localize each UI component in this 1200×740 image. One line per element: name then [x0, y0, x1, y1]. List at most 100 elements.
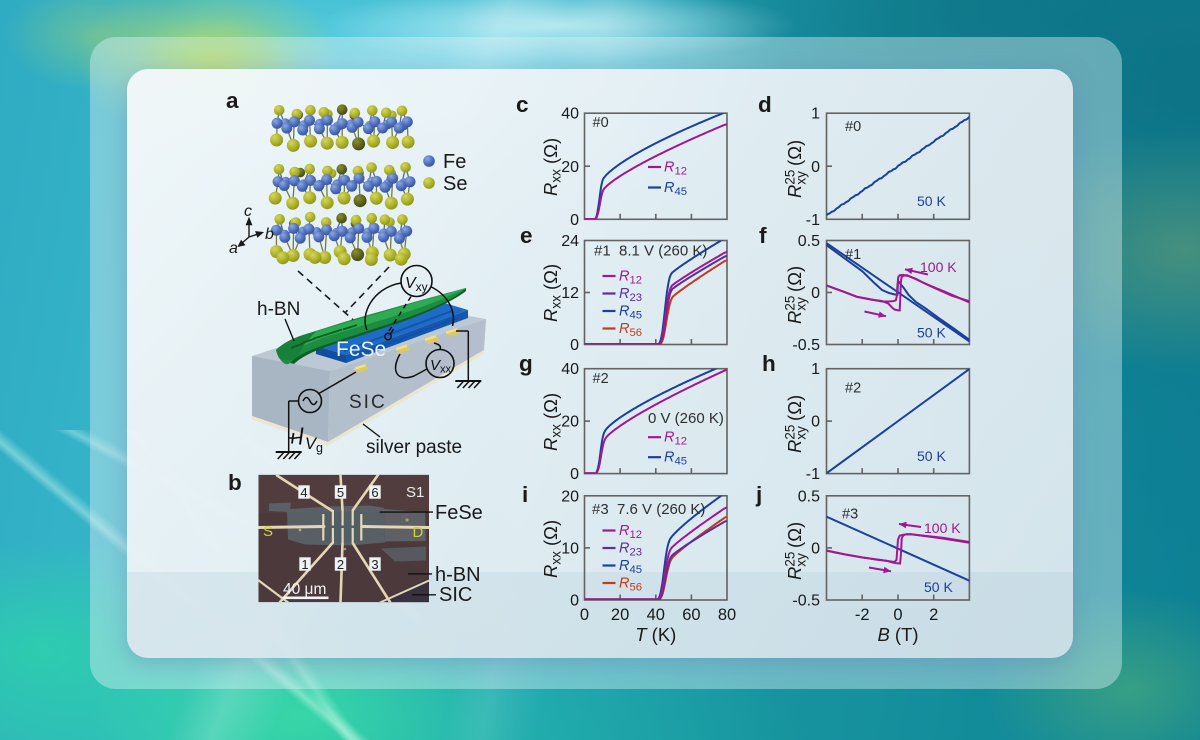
svg-text:50 K: 50 K	[917, 448, 946, 464]
svg-text:20: 20	[611, 606, 629, 624]
svg-text:j: j	[755, 482, 762, 507]
svg-text:50 K: 50 K	[917, 193, 946, 209]
svg-text:D: D	[413, 524, 424, 541]
svg-text:#0: #0	[845, 119, 861, 135]
svg-text:50 K: 50 K	[917, 325, 946, 341]
svg-text:b: b	[265, 226, 274, 243]
svg-text:R45: R45	[664, 450, 687, 468]
svg-text:g: g	[519, 351, 533, 376]
svg-text:#2: #2	[593, 371, 609, 387]
svg-text:#0: #0	[593, 115, 609, 131]
svg-text:#3: #3	[842, 507, 858, 523]
svg-text:R25xy (Ω): R25xy (Ω)	[783, 395, 809, 453]
svg-text:d: d	[758, 92, 772, 117]
svg-text:T (K): T (K)	[635, 624, 676, 645]
svg-text:R45: R45	[619, 304, 642, 322]
svg-text:0: 0	[580, 606, 589, 624]
svg-text:0: 0	[811, 414, 820, 431]
svg-text:40: 40	[647, 606, 665, 624]
svg-text:0: 0	[570, 593, 579, 610]
svg-text:1: 1	[811, 106, 820, 123]
svg-text:Vg: Vg	[305, 435, 323, 455]
svg-text:Rxx (Ω): Rxx (Ω)	[540, 264, 564, 322]
svg-text:100 K: 100 K	[920, 259, 957, 275]
svg-text:20: 20	[561, 159, 579, 176]
svg-text:5: 5	[337, 485, 344, 500]
svg-text:50 K: 50 K	[924, 579, 953, 595]
svg-text:-2: -2	[855, 606, 870, 624]
svg-text:0: 0	[570, 337, 579, 354]
svg-text:6: 6	[371, 485, 378, 500]
svg-text:2: 2	[337, 557, 344, 572]
svg-text:80: 80	[718, 606, 736, 624]
svg-text:R12: R12	[619, 269, 642, 287]
svg-text:f: f	[759, 223, 767, 248]
svg-text:#1: #1	[845, 247, 861, 263]
svg-text:R45: R45	[619, 558, 642, 576]
svg-text:R23: R23	[619, 286, 642, 304]
svg-text:silver paste: silver paste	[366, 437, 462, 458]
svg-text:Fe: Fe	[443, 151, 466, 173]
svg-text:40: 40	[561, 361, 579, 378]
svg-text:R12: R12	[664, 430, 687, 448]
svg-text:R25xy (Ω): R25xy (Ω)	[783, 522, 809, 580]
svg-text:0.5: 0.5	[798, 233, 820, 250]
svg-text:Vxx: Vxx	[430, 357, 452, 376]
svg-text:B (T): B (T)	[877, 624, 918, 645]
svg-text:Rxx (Ω): Rxx (Ω)	[540, 520, 564, 578]
svg-text:0: 0	[570, 212, 579, 229]
svg-text:e: e	[520, 223, 533, 248]
svg-text:-0.5: -0.5	[792, 337, 820, 354]
svg-text:1: 1	[301, 557, 308, 572]
svg-text:100 K: 100 K	[924, 520, 961, 536]
svg-text:-0.5: -0.5	[792, 593, 820, 610]
svg-text:0: 0	[811, 285, 820, 302]
svg-text:SIC: SIC	[349, 392, 387, 413]
svg-text:40 μm: 40 μm	[283, 581, 326, 598]
svg-text:R23: R23	[619, 541, 642, 559]
svg-text:24: 24	[561, 233, 579, 250]
svg-text:R12: R12	[619, 523, 642, 541]
svg-text:a: a	[226, 88, 239, 113]
svg-text:10: 10	[561, 540, 579, 557]
svg-text:a: a	[229, 240, 238, 257]
svg-text:20: 20	[561, 488, 579, 505]
svg-text:FeSe: FeSe	[336, 338, 386, 361]
svg-text:R56: R56	[619, 321, 642, 339]
svg-text:Se: Se	[443, 173, 467, 195]
svg-text:Rxx (Ω): Rxx (Ω)	[540, 138, 564, 196]
svg-text:0: 0	[893, 606, 902, 624]
svg-text:FeSe: FeSe	[435, 502, 483, 524]
svg-text:-1: -1	[806, 212, 820, 229]
svg-text:i: i	[522, 482, 528, 507]
svg-text:h: h	[762, 351, 776, 376]
svg-text:0: 0	[811, 159, 820, 176]
svg-text:20: 20	[561, 414, 579, 431]
svg-text:3: 3	[371, 557, 378, 572]
svg-text:c: c	[244, 203, 252, 220]
svg-text:R12: R12	[664, 160, 687, 178]
svg-text:#2: #2	[845, 381, 861, 397]
svg-text:Rxx (Ω): Rxx (Ω)	[540, 393, 564, 451]
svg-text:S1: S1	[406, 484, 424, 501]
svg-text:R45: R45	[664, 180, 687, 198]
svg-text:-1: -1	[806, 466, 820, 483]
svg-text:S: S	[263, 523, 273, 540]
svg-text:Vxy: Vxy	[405, 275, 428, 294]
svg-text:b: b	[228, 470, 242, 495]
svg-text:60: 60	[682, 606, 700, 624]
svg-text:0: 0	[570, 466, 579, 483]
svg-text:#1 8.1 V (260 K): #1 8.1 V (260 K)	[594, 243, 707, 260]
svg-text:2: 2	[929, 606, 938, 624]
svg-text:R56: R56	[619, 576, 642, 594]
svg-text:R25xy (Ω): R25xy (Ω)	[783, 140, 809, 198]
svg-text:SIC: SIC	[439, 584, 472, 606]
svg-text:0.5: 0.5	[798, 488, 820, 505]
svg-text:40: 40	[561, 106, 579, 123]
svg-text:12: 12	[561, 285, 579, 302]
svg-text:4: 4	[300, 485, 307, 500]
svg-text:R25xy (Ω): R25xy (Ω)	[783, 266, 809, 324]
svg-text:0: 0	[811, 540, 820, 557]
svg-text:c: c	[516, 92, 529, 117]
svg-text:h-BN: h-BN	[435, 564, 481, 586]
